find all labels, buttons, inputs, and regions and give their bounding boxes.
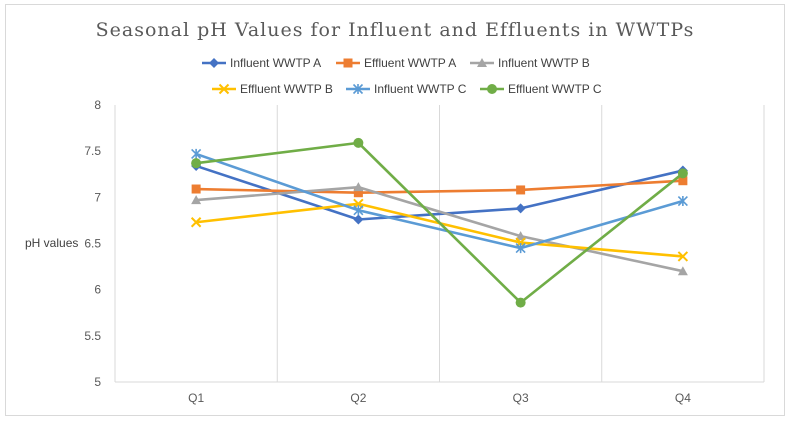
data-point bbox=[678, 176, 688, 186]
series-line bbox=[195, 152, 684, 250]
series-effluent-wwtp-c bbox=[191, 137, 688, 308]
legend-label: Influent WWTP B bbox=[498, 56, 590, 70]
y-tick-label: 7.5 bbox=[84, 144, 101, 158]
series-line bbox=[195, 141, 684, 304]
legend-item: Influent WWTP C bbox=[346, 82, 467, 96]
legend-item: Effluent WWTP C bbox=[480, 82, 602, 96]
legend-label: Influent WWTP A bbox=[230, 56, 321, 70]
y-axis-label: pH values bbox=[25, 236, 78, 250]
data-point bbox=[191, 148, 202, 160]
legend-item: Effluent WWTP B bbox=[212, 82, 333, 96]
data-point bbox=[677, 266, 688, 276]
legend: Influent WWTP A Effluent WWTP A Influent W… bbox=[202, 56, 602, 96]
data-point bbox=[353, 182, 364, 192]
chart-title: Seasonal pH Values for Influent and Effl… bbox=[96, 19, 695, 41]
data-point bbox=[353, 214, 364, 225]
data-point bbox=[209, 58, 219, 68]
data-point bbox=[515, 203, 526, 214]
series-influent-wwtp-b bbox=[191, 182, 688, 276]
y-tick-label: 6 bbox=[94, 283, 101, 297]
data-point bbox=[516, 185, 526, 195]
legend-label: Influent WWTP C bbox=[374, 82, 467, 96]
legend-item: Influent WWTP B bbox=[470, 56, 590, 70]
data-point bbox=[477, 58, 487, 67]
data-point bbox=[191, 195, 202, 205]
data-point bbox=[191, 184, 201, 194]
data-point bbox=[218, 83, 230, 95]
data-point bbox=[677, 168, 688, 179]
x-tick-label: Q4 bbox=[675, 391, 691, 405]
y-tick-label: 6.5 bbox=[84, 237, 101, 251]
y-tick-label: 8 bbox=[94, 98, 101, 112]
gridlines bbox=[114, 105, 765, 383]
legend-label: Effluent WWTP B bbox=[240, 82, 333, 96]
series-influent-wwtp-c bbox=[191, 148, 688, 254]
data-point bbox=[352, 83, 364, 95]
series-effluent-wwtp-a bbox=[191, 176, 688, 198]
data-point bbox=[353, 137, 364, 148]
legend-label: Effluent WWTP C bbox=[508, 82, 602, 96]
data-point bbox=[353, 188, 363, 198]
legend-label: Effluent WWTP A bbox=[364, 56, 456, 70]
y-tick-label: 5.5 bbox=[84, 329, 101, 343]
y-tick-label: 7 bbox=[94, 190, 101, 204]
legend-item: Influent WWTP A bbox=[202, 56, 321, 70]
data-point bbox=[190, 217, 202, 228]
series-group bbox=[190, 137, 689, 308]
data-point bbox=[677, 195, 688, 207]
axes: 5 5.5 6 6.5 7 7.5 8 Q1 Q2 Q3 Q4 bbox=[84, 98, 691, 405]
data-point bbox=[515, 243, 526, 254]
data-point bbox=[515, 231, 526, 241]
data-point bbox=[515, 297, 526, 308]
series-line bbox=[196, 179, 683, 195]
x-tick-label: Q3 bbox=[513, 391, 529, 405]
data-point bbox=[191, 158, 202, 169]
x-tick-label: Q1 bbox=[188, 391, 204, 405]
series-line bbox=[196, 185, 684, 273]
x-tick-label: Q2 bbox=[350, 391, 366, 405]
data-point bbox=[677, 251, 689, 262]
legend-item: Effluent WWTP A bbox=[336, 56, 456, 70]
data-point bbox=[343, 58, 353, 68]
data-point bbox=[487, 84, 497, 94]
data-point bbox=[353, 205, 364, 216]
y-tick-label: 5 bbox=[94, 375, 101, 389]
